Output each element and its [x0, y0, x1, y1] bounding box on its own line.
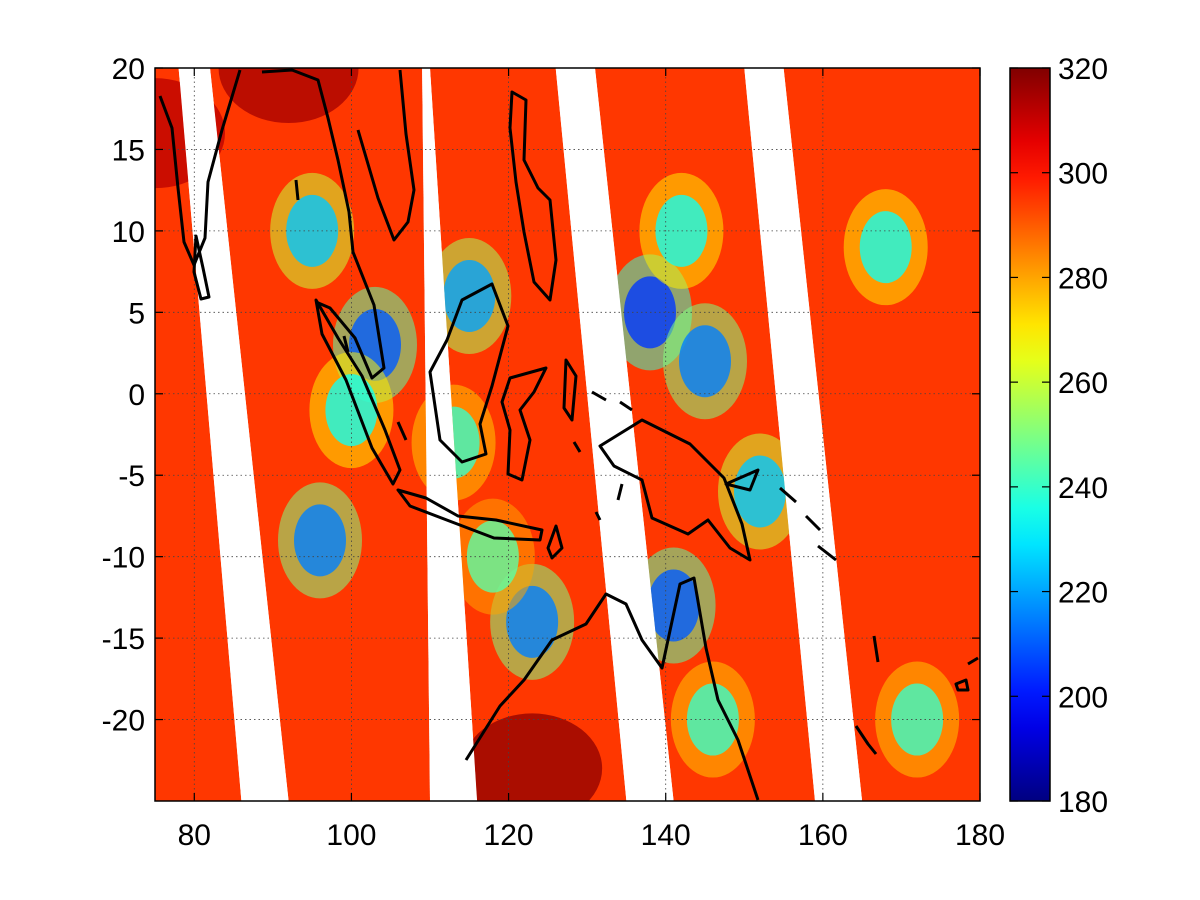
x-tick-label: 100	[326, 819, 376, 852]
x-tick-label: 180	[955, 819, 1005, 852]
colorbar-tick-label: 180	[1058, 786, 1108, 819]
y-tick-label: -5	[118, 460, 145, 493]
cold-region	[686, 683, 739, 756]
y-tick-label: -20	[102, 705, 145, 738]
coastline-philippines	[508, 90, 558, 302]
coastline-sulawesi	[500, 366, 548, 482]
coastline-australia	[464, 576, 760, 801]
y-axis: 20 15 10 5 0 -5 -10 -15 -20	[102, 53, 980, 738]
cold-region	[506, 585, 559, 658]
y-tick-label: 20	[112, 53, 145, 86]
grid-lines	[155, 68, 980, 801]
swath-fill	[155, 68, 242, 801]
coastline-timor	[546, 524, 564, 560]
colorbar-frame	[1009, 67, 1051, 802]
coastlines	[158, 68, 979, 801]
coastline-vanuatu	[872, 635, 880, 663]
cold-region	[286, 194, 339, 267]
warm-region	[462, 713, 603, 801]
colorbar-tick-label: 280	[1058, 262, 1108, 295]
y-tick-label: -15	[102, 623, 145, 656]
colorbar-tick-label: 220	[1058, 577, 1108, 610]
cold-region	[294, 504, 346, 577]
coastline-burma-malay	[261, 68, 386, 380]
coastline-indochina	[356, 69, 416, 242]
cold-region	[859, 211, 912, 284]
swath	[595, 68, 815, 801]
colorbar-tick-label: 240	[1058, 472, 1108, 505]
x-tick-label: 160	[798, 819, 848, 852]
plot-frame	[154, 67, 981, 802]
coastline-java	[396, 488, 544, 542]
coastline-sumatra	[314, 298, 402, 486]
y-tick-label: 10	[112, 216, 145, 249]
x-tick-label: 140	[641, 819, 691, 852]
cold-region	[647, 569, 700, 642]
coastline-new-caledonia	[854, 725, 878, 755]
x-tick-label: 120	[484, 819, 534, 852]
coastline-solomons	[779, 486, 837, 562]
cold-region	[891, 683, 944, 756]
brightness-temperature-map	[155, 68, 980, 801]
coastline-borneo	[428, 282, 510, 464]
colorbar-tick-label: 200	[1058, 681, 1108, 714]
colorbar-tick-label: 320	[1058, 53, 1108, 86]
coastline-halmahera	[562, 358, 578, 422]
x-tick-label: 80	[178, 819, 211, 852]
y-tick-label: -10	[102, 542, 145, 575]
coastline-misc-islands	[294, 179, 760, 521]
cold-region	[655, 194, 708, 267]
y-tick-label: 15	[112, 134, 145, 167]
colorbar-ticks: 180 200 220 240 260 280 300 320	[1010, 53, 1108, 819]
cold-region	[679, 325, 731, 398]
y-tick-label: 5	[128, 297, 145, 330]
coastline-sri-lanka	[192, 234, 211, 301]
coastline-fiji	[954, 656, 979, 692]
swath-fill	[783, 68, 980, 801]
swath	[783, 68, 980, 801]
colorbar-tick-label: 260	[1058, 367, 1108, 400]
colorbar: 180 200 220 240 260 280 300 320	[1009, 53, 1108, 819]
cold-region	[734, 455, 786, 528]
colorbar-tick-label: 300	[1058, 158, 1108, 191]
y-tick-label: 0	[128, 379, 145, 412]
colorbar-gradient	[1010, 68, 1050, 801]
coastline-new-guinea	[598, 418, 752, 562]
x-axis: 80 100 120 140 160 180	[178, 68, 1005, 852]
